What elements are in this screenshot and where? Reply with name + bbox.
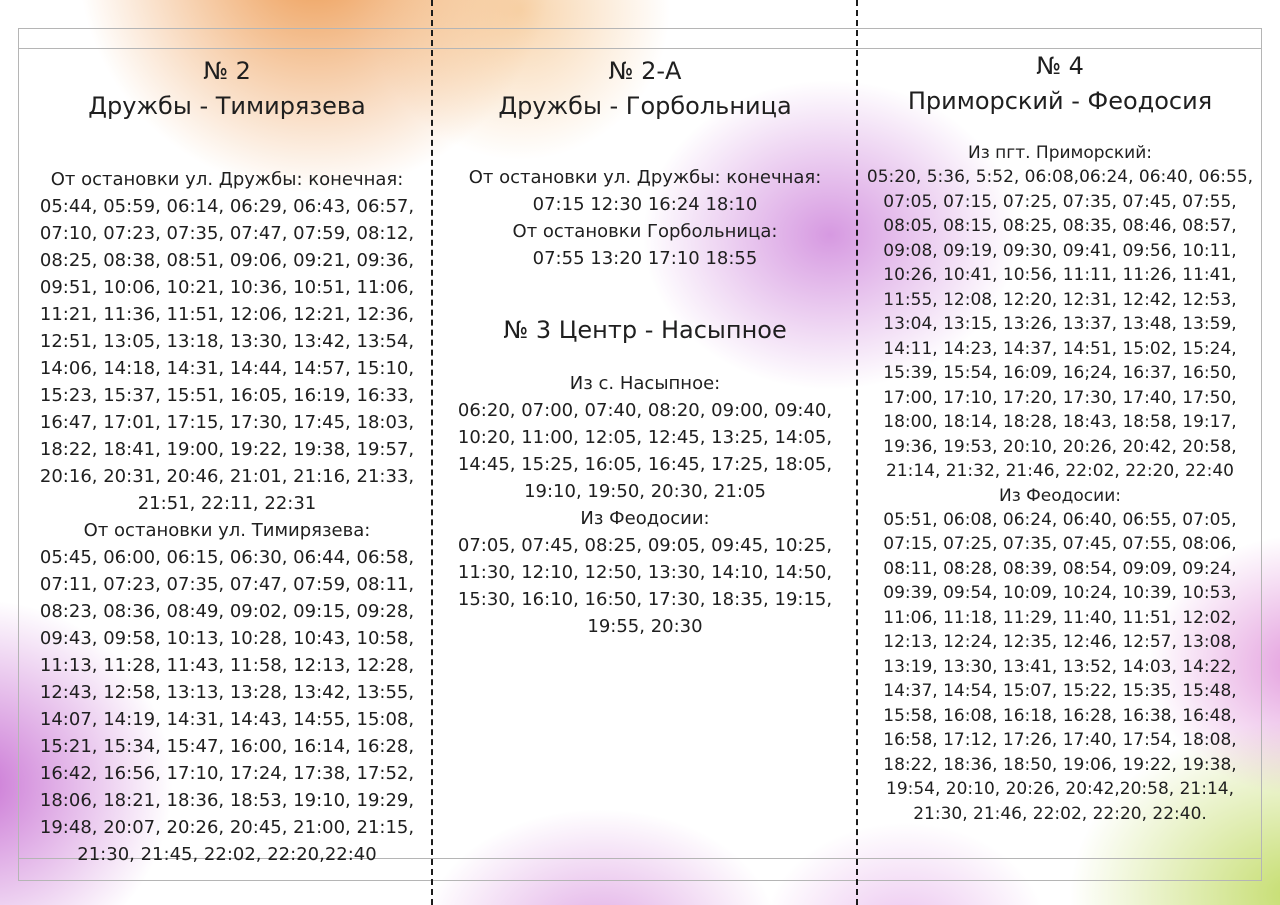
departure-times: 05:45, 06:00, 06:15, 06:30, 06:44, 06:58… [39, 546, 415, 865]
route-3-section-nasypnoe: Из с. Насыпное: 06:20, 07:00, 07:40, 08:… [440, 370, 850, 505]
departure-times: 06:20, 07:00, 07:40, 08:20, 09:00, 09:40… [457, 400, 833, 503]
route-2a-section-gorbolnitsa: От остановки Горбольница: 07:55 13:20 17… [440, 218, 850, 272]
departure-times: 05:20, 5:36, 5:52, 06:08,06:24, 06:40, 0… [866, 167, 1254, 482]
route-2a-section-druzhby: От остановки ул. Дружбы: конечная: 07:15… [440, 164, 850, 218]
departure-times: 07:05, 07:45, 08:25, 09:05, 09:45, 10:25… [457, 535, 833, 638]
stop-heading: Из Феодосии: [999, 485, 1121, 506]
page-frame [18, 28, 1262, 881]
route-4-section-feodosia: Из Феодосии: 05:51, 06:08, 06:24, 06:40,… [864, 484, 1256, 827]
stop-heading: Из с. Насыпное: [569, 373, 721, 395]
frame-top-rule [18, 48, 1262, 49]
route-3-title: № 3 Центр - Насыпное [503, 315, 787, 344]
stop-heading: Из Феодосии: [580, 508, 710, 530]
route-4-name: Приморский - Феодосия [907, 87, 1213, 116]
route-4-number: № 4 [1036, 52, 1084, 80]
route-2-column: № 2 Дружбы - Тимирязева От остановки ул.… [26, 55, 428, 868]
stop-heading: От остановки Горбольница: [512, 220, 778, 242]
route-4-section-primorskiy: Из пгт. Приморский: 05:20, 5:36, 5:52, 0… [864, 141, 1256, 484]
route-2a-number: № 2-А [608, 57, 682, 85]
route-2-section-druzhby: От остановки ул. Дружбы: конечная: 05:44… [26, 166, 428, 517]
route-3-section-feodosia: Из Феодосии: 07:05, 07:45, 08:25, 09:05,… [440, 505, 850, 640]
fold-line-left [431, 0, 433, 905]
frame-bottom-rule [18, 858, 1262, 859]
departure-times: 05:44, 05:59, 06:14, 06:29, 06:43, 06:57… [39, 195, 415, 514]
stop-heading: Из пгт. Приморский: [968, 142, 1152, 163]
route-2-section-timiryazeva: От остановки ул. Тимирязева: 05:45, 06:0… [26, 517, 428, 868]
departure-times: 07:15 12:30 16:24 18:10 [532, 193, 758, 215]
fold-line-right [856, 0, 858, 905]
departure-times: 05:51, 06:08, 06:24, 06:40, 06:55, 07:05… [883, 510, 1237, 824]
stop-heading: От остановки ул. Тимирязева: [83, 519, 371, 541]
stop-heading: От остановки ул. Дружбы: конечная: [50, 168, 404, 190]
departure-times: 07:55 13:20 17:10 18:55 [532, 247, 758, 269]
route-4-column: № 4 Приморский - Феодосия Из пгт. Примор… [864, 50, 1256, 826]
route-2a-name: Дружбы - Горбольница [498, 92, 792, 121]
stop-heading: От остановки ул. Дружбы: конечная: [468, 166, 822, 188]
route-2-number: № 2 [203, 57, 251, 85]
route-2a-column: № 2-А Дружбы - Горбольница От остановки … [440, 55, 850, 640]
route-3-block: № 3 Центр - Насыпное Из с. Насыпное: 06:… [440, 314, 850, 640]
route-2-name: Дружбы - Тимирязева [88, 92, 366, 121]
